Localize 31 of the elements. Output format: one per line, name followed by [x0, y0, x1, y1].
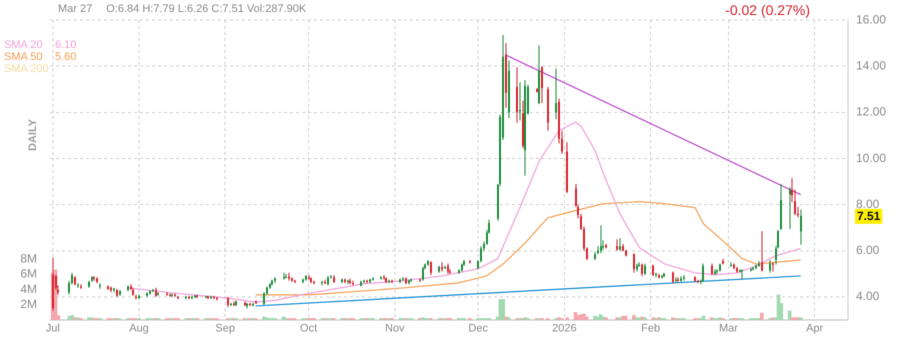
x-tick-label: Jul — [46, 322, 60, 335]
text: -0.02 (0.27%) — [725, 2, 810, 18]
y-tick-label: 4.00 — [856, 289, 880, 304]
annotation: 5.60 — [55, 51, 76, 64]
y-tick-label: 14.00 — [856, 58, 886, 72]
y2-tick-label: 2M — [20, 297, 37, 312]
legend-label: SMA 200 — [4, 63, 49, 76]
x-tick-label: Apr — [806, 322, 824, 335]
y2-tick-label: 6M — [20, 266, 37, 281]
annotation: 6.10 — [55, 39, 76, 52]
x-tick-label: Dec — [468, 322, 488, 335]
x-tick-label: Sep — [215, 322, 235, 335]
text: O:6.84 H:7.79 L:6.26 C:7.51 Vol:287.90K — [106, 3, 307, 16]
y-tick-label: 12.00 — [856, 104, 886, 119]
y-tick-label: 16.00 — [856, 12, 886, 26]
x-tick-label: Oct — [300, 322, 318, 335]
x-tick-label: 2026 — [552, 322, 577, 335]
y2-axis-title: DAILY — [27, 118, 40, 151]
y-tick-label: 6.00 — [856, 243, 880, 258]
y2-tick-label: 4M — [20, 282, 37, 296]
x-tick-label: Mar — [718, 322, 738, 335]
y-tick-label: 10.00 — [856, 150, 886, 165]
x-tick-label: Feb — [641, 322, 660, 335]
text: SMA 20 — [4, 39, 43, 52]
text: SMA 50 — [4, 51, 43, 64]
text: 7.51 — [857, 209, 881, 224]
y2-tick-label: 8M — [20, 252, 37, 266]
x-tick-label: Nov — [385, 322, 406, 335]
y-tick-label: 8.00 — [856, 196, 880, 211]
x-tick-label: Aug — [129, 322, 149, 335]
text: Mar 27 — [58, 3, 92, 16]
